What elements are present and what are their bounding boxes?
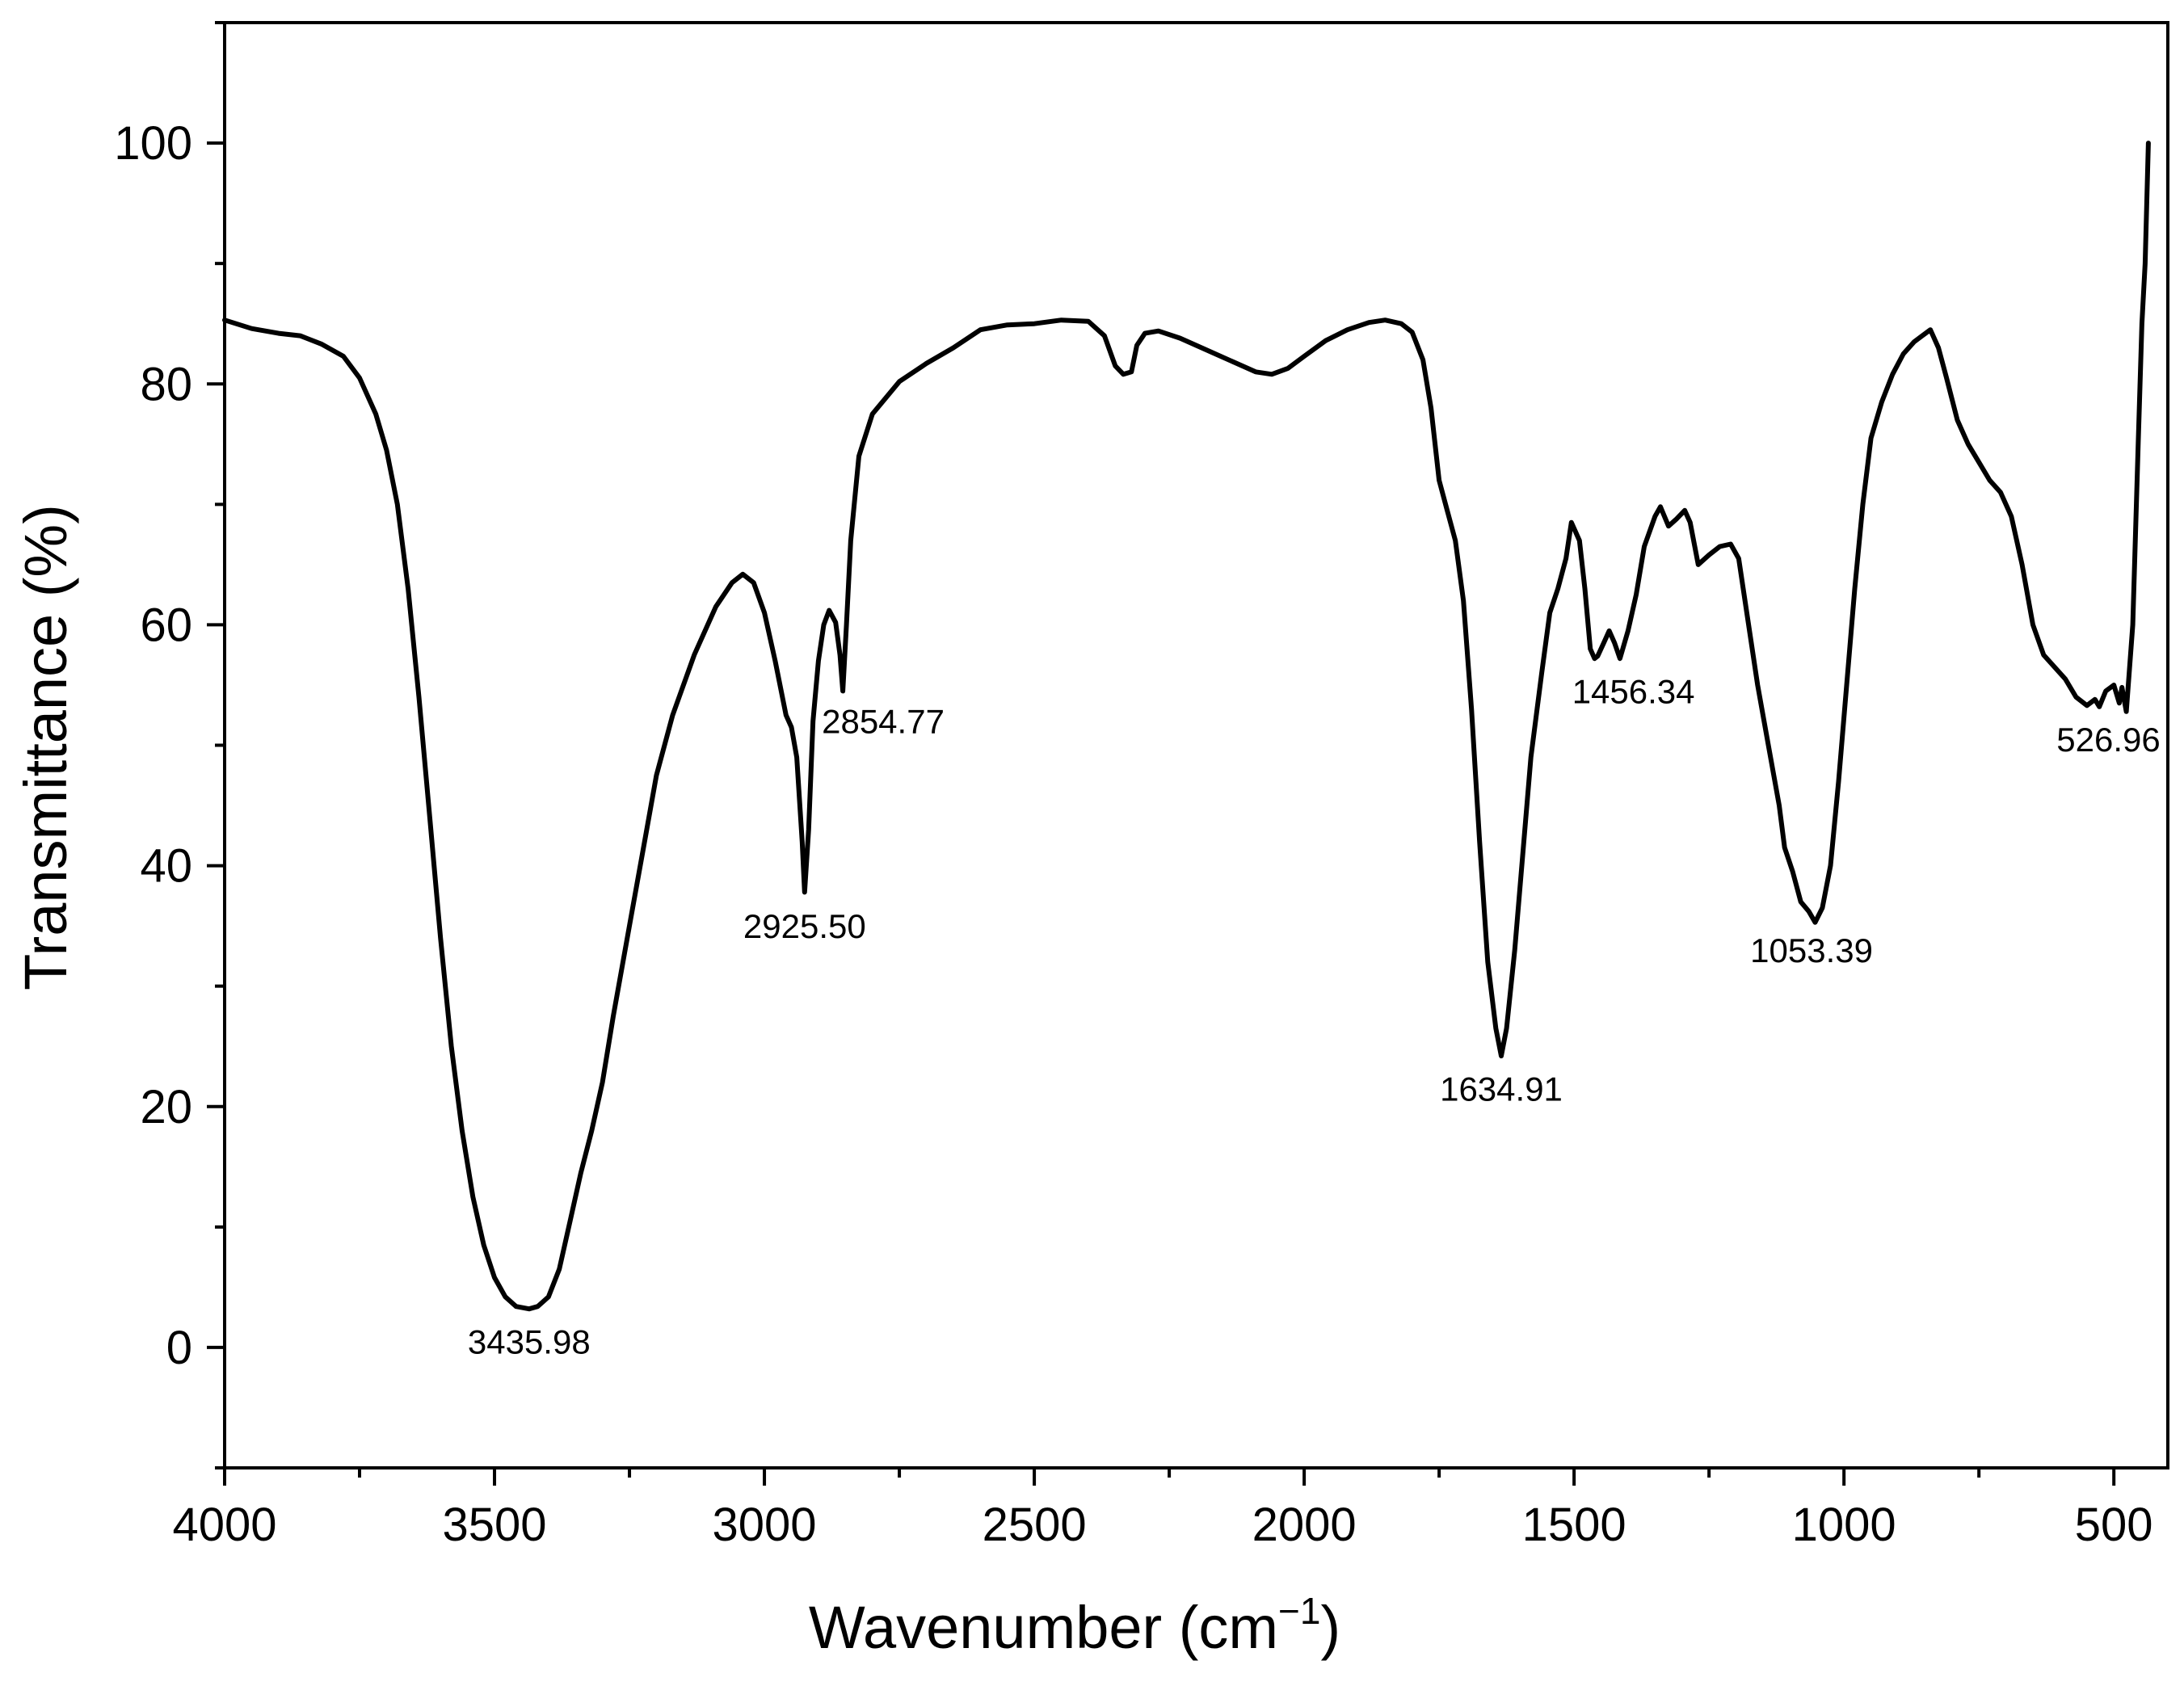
- peak-annotations: 3435.98 2925.50 2854.77 1634.91 1456.34 1053.…: [468, 672, 2161, 1360]
- peak-label: 1634.91: [1440, 1070, 1563, 1108]
- spectrum-line: [222, 141, 2151, 1312]
- y-tick-label: 0: [166, 1322, 192, 1374]
- x-tick-label: 1500: [1522, 1499, 1626, 1551]
- x-tick-label: 3000: [713, 1499, 817, 1551]
- peak-label: 1053.39: [1750, 931, 1873, 969]
- peak-label: 2854.77: [822, 703, 945, 741]
- x-tick-label: 1000: [1792, 1499, 1896, 1551]
- plot-frame: [223, 21, 2169, 1469]
- y-tick-label: 80: [140, 358, 192, 410]
- y-axis-title: Transmittance (%): [12, 504, 79, 990]
- y-tick-label: 100: [114, 117, 192, 170]
- x-tick-label: 2000: [1252, 1499, 1357, 1551]
- x-axis-ticks: 4000 3500 3000 2500 2000 1500 1000 500: [172, 1468, 2153, 1551]
- peak-label: 526.96: [2056, 721, 2160, 759]
- x-tick-label: 4000: [172, 1499, 276, 1551]
- axes: [223, 21, 2169, 1469]
- peak-label: 1456.34: [1572, 672, 1695, 710]
- x-tick-label: 3500: [443, 1499, 547, 1551]
- x-tick-label: 500: [2075, 1499, 2153, 1551]
- peak-label: 3435.98: [468, 1322, 591, 1360]
- y-axis-ticks: 0 20 40 60 80 100: [114, 21, 225, 1469]
- x-axis-title: Wavenumber (cm−1): [809, 1590, 1340, 1661]
- peak-label: 2925.50: [743, 907, 866, 945]
- y-tick-label: 20: [140, 1081, 192, 1133]
- y-tick-label: 60: [140, 599, 192, 651]
- x-tick-label: 2500: [983, 1499, 1087, 1551]
- y-tick-label: 40: [140, 840, 192, 893]
